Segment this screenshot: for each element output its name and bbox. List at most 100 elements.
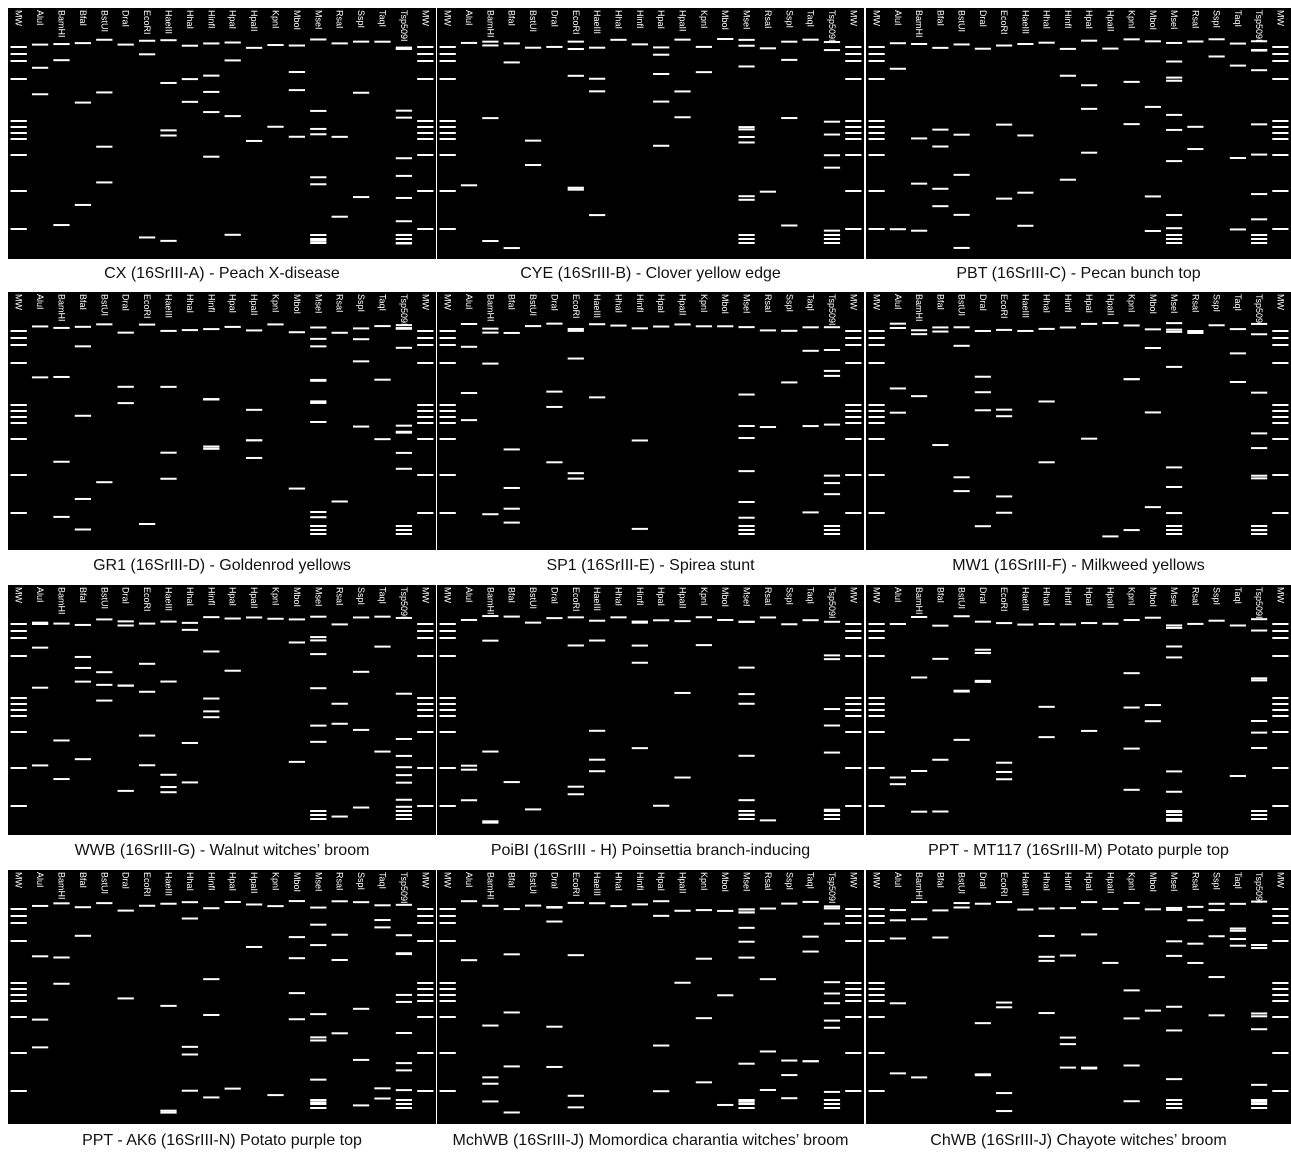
band [11, 53, 27, 55]
band [975, 525, 991, 527]
band [1166, 656, 1182, 658]
band [374, 751, 390, 753]
band [1251, 475, 1267, 477]
band [845, 126, 861, 128]
band [610, 325, 626, 327]
band [1017, 330, 1033, 332]
band [96, 181, 112, 183]
band [182, 629, 198, 631]
lane-label: KpnI [1127, 872, 1137, 891]
band [674, 323, 690, 325]
band [440, 46, 456, 48]
band [869, 1000, 885, 1002]
band [139, 523, 155, 525]
band [824, 41, 840, 43]
band [824, 907, 840, 909]
band [1251, 1099, 1267, 1101]
band [911, 918, 927, 920]
band [396, 175, 412, 177]
lane-label: MseI [742, 10, 752, 30]
band [440, 138, 456, 140]
band [632, 662, 648, 664]
band [353, 616, 369, 618]
band [310, 516, 326, 518]
lane-label: HpaI [656, 10, 666, 29]
band [890, 783, 906, 785]
band [975, 903, 991, 905]
band [310, 639, 326, 641]
band [139, 691, 155, 693]
lane-label: EcoRI [571, 872, 581, 897]
band [975, 652, 991, 654]
band [738, 810, 754, 812]
band [568, 786, 584, 788]
lane-label: SspI [1212, 10, 1222, 28]
lane-label: MW [443, 587, 453, 603]
band [1251, 618, 1267, 620]
band [954, 43, 970, 45]
band [1230, 930, 1246, 932]
lane-label: MboI [720, 294, 730, 314]
band [1124, 619, 1140, 621]
band [717, 994, 733, 996]
band [225, 115, 241, 117]
band [760, 1050, 776, 1052]
band [589, 770, 605, 772]
band [610, 39, 626, 41]
band [75, 498, 91, 500]
caption: CYE (16SrIII-B) - Clover yellow edge [520, 265, 781, 282]
band [1251, 154, 1267, 156]
lane-label: KpnI [271, 587, 281, 606]
band [267, 1094, 283, 1096]
gel [866, 292, 1291, 550]
lane-label: HaeIII [592, 872, 602, 896]
band [845, 132, 861, 134]
band [332, 500, 348, 502]
lane-label: BstUI [99, 10, 109, 32]
band [11, 922, 27, 924]
band [440, 410, 456, 412]
lane-label: MseI [742, 587, 752, 607]
band [1124, 378, 1140, 380]
band [225, 59, 241, 61]
band [911, 395, 927, 397]
band [75, 935, 91, 937]
band [160, 82, 176, 84]
band [289, 488, 305, 490]
band [632, 439, 648, 441]
band [1209, 324, 1225, 326]
band [803, 39, 819, 41]
band [246, 616, 262, 618]
band [696, 616, 712, 618]
band [203, 75, 219, 77]
band [440, 908, 456, 910]
band [738, 703, 754, 705]
band [1272, 805, 1288, 807]
band [417, 46, 433, 48]
band [1124, 1065, 1140, 1067]
band [1272, 228, 1288, 230]
band [440, 994, 456, 996]
lane-label: MW [848, 587, 858, 603]
band [440, 940, 456, 942]
band [11, 697, 27, 699]
band [75, 204, 91, 206]
band [289, 957, 305, 959]
band [781, 623, 797, 625]
lane-label: HpaI [1084, 10, 1094, 29]
band [869, 767, 885, 769]
band [440, 337, 456, 339]
lane-label: HaeIII [592, 294, 602, 318]
band [396, 48, 412, 50]
lane-label: HhaI [613, 10, 623, 29]
band [96, 671, 112, 673]
band [1060, 179, 1076, 181]
band [11, 994, 27, 996]
band [417, 1052, 433, 1054]
lane-label: HaeIII [1020, 587, 1030, 611]
band [845, 53, 861, 55]
band [203, 398, 219, 400]
band [1272, 78, 1288, 80]
band [1081, 901, 1097, 903]
lane-label: MseI [313, 10, 323, 30]
